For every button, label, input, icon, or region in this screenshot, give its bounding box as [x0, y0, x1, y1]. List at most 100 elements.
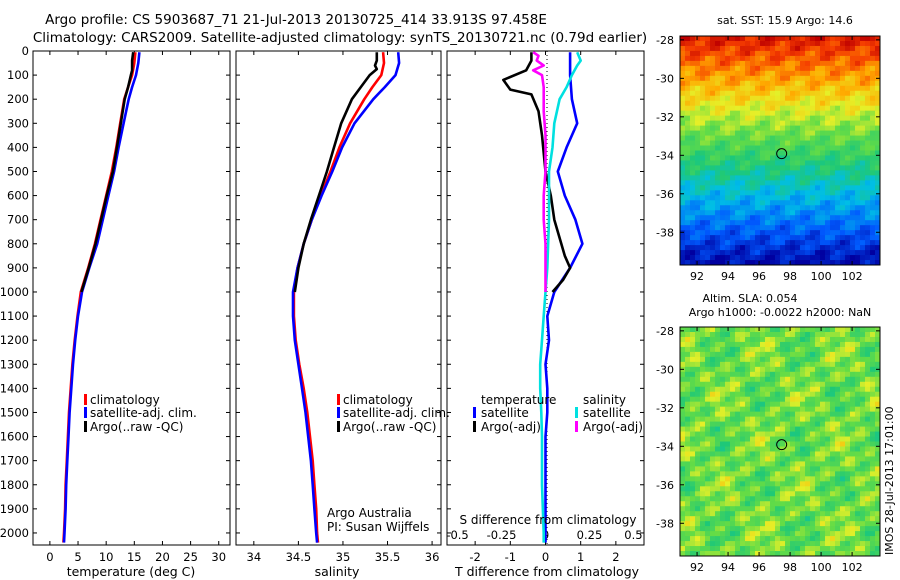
map-cell — [865, 531, 871, 537]
map-cell — [790, 50, 796, 57]
map-cell — [775, 466, 781, 472]
map-cell — [775, 481, 781, 487]
map-cell — [715, 175, 721, 181]
map-cell — [835, 526, 841, 532]
map-cell — [780, 255, 786, 261]
series-line — [291, 52, 401, 543]
map-cell — [785, 245, 791, 251]
map-cell — [710, 386, 716, 393]
map-cell — [870, 351, 876, 358]
map-cell — [765, 80, 771, 87]
map-cell — [695, 125, 701, 131]
map-cell — [740, 195, 746, 201]
map-cell — [875, 240, 881, 246]
map-cell — [840, 526, 846, 532]
map-cell — [820, 260, 826, 266]
map-cell — [865, 336, 871, 343]
legend-label-climatology: climatology — [343, 393, 413, 407]
map-cell — [700, 175, 706, 181]
map-cell — [820, 461, 826, 467]
map-cell — [835, 541, 841, 547]
map-cell — [750, 75, 756, 82]
map-cell — [865, 60, 871, 67]
map-cell — [870, 361, 876, 368]
map-cell — [770, 496, 776, 502]
map-cell — [710, 327, 716, 333]
map-cell — [745, 516, 751, 522]
map-cell — [765, 371, 771, 378]
map-cell — [695, 541, 701, 547]
map-cell — [680, 441, 686, 447]
map-cell — [725, 70, 731, 77]
map-cell — [695, 551, 701, 557]
map-cell — [855, 210, 861, 216]
map-cell — [690, 356, 696, 363]
map-cell — [845, 210, 851, 216]
map-cell — [680, 501, 686, 507]
map-cell — [735, 346, 741, 353]
map-cell — [860, 230, 866, 236]
map-cell — [680, 170, 686, 176]
map-cell — [810, 200, 816, 206]
map-cell — [805, 541, 811, 547]
map-cell — [730, 431, 736, 437]
map-cell — [855, 115, 861, 122]
map-cell — [740, 110, 746, 117]
map-cell — [690, 446, 696, 452]
map-cell — [850, 516, 856, 522]
map-cell — [855, 225, 861, 231]
map-cell — [775, 125, 781, 131]
map-cell — [770, 75, 776, 82]
map-cell — [875, 155, 881, 161]
map-cell — [810, 401, 816, 408]
map-cell — [805, 120, 811, 127]
map-cell — [790, 150, 796, 156]
map-cell — [680, 361, 686, 368]
map-cell — [855, 90, 861, 97]
map-cell — [840, 401, 846, 408]
map-cell — [805, 336, 811, 343]
map-cell — [855, 351, 861, 358]
map-cell — [680, 40, 686, 47]
map-cell — [825, 245, 831, 251]
map-cell — [790, 506, 796, 512]
map-cell — [790, 90, 796, 97]
map-cell — [765, 396, 771, 403]
x-tick-label: 34 — [247, 550, 262, 564]
map-cell — [855, 411, 861, 418]
map-cell — [760, 145, 766, 151]
map-cell — [835, 240, 841, 246]
map-cell — [705, 85, 711, 92]
map-cell — [855, 235, 861, 241]
map-cell — [780, 476, 786, 482]
map-cell — [855, 45, 861, 52]
map-cell — [815, 526, 821, 532]
sst-map-frame — [679, 35, 881, 266]
map-cell — [715, 391, 721, 398]
map-cell — [720, 396, 726, 403]
map-cell — [870, 501, 876, 507]
map-cell — [775, 521, 781, 527]
map-cell — [845, 225, 851, 231]
map-cell — [680, 506, 686, 512]
sla-map-frame — [679, 326, 881, 557]
map-cell — [845, 150, 851, 156]
map-cell — [800, 531, 806, 537]
map-cell — [780, 165, 786, 171]
map-cell — [730, 486, 736, 492]
map-cell — [730, 501, 736, 507]
map-cell — [840, 80, 846, 87]
map-cell — [865, 115, 871, 122]
map-cell — [680, 220, 686, 226]
map-cell — [870, 541, 876, 547]
map-cell — [705, 230, 711, 236]
map-cell — [725, 55, 731, 62]
map-cell — [835, 461, 841, 467]
map-cell — [840, 55, 846, 62]
map-cell — [695, 411, 701, 418]
map-cell — [710, 501, 716, 507]
map-cell — [740, 175, 746, 181]
map-cell — [855, 386, 861, 393]
map-cell — [845, 125, 851, 131]
map-cell — [815, 180, 821, 186]
